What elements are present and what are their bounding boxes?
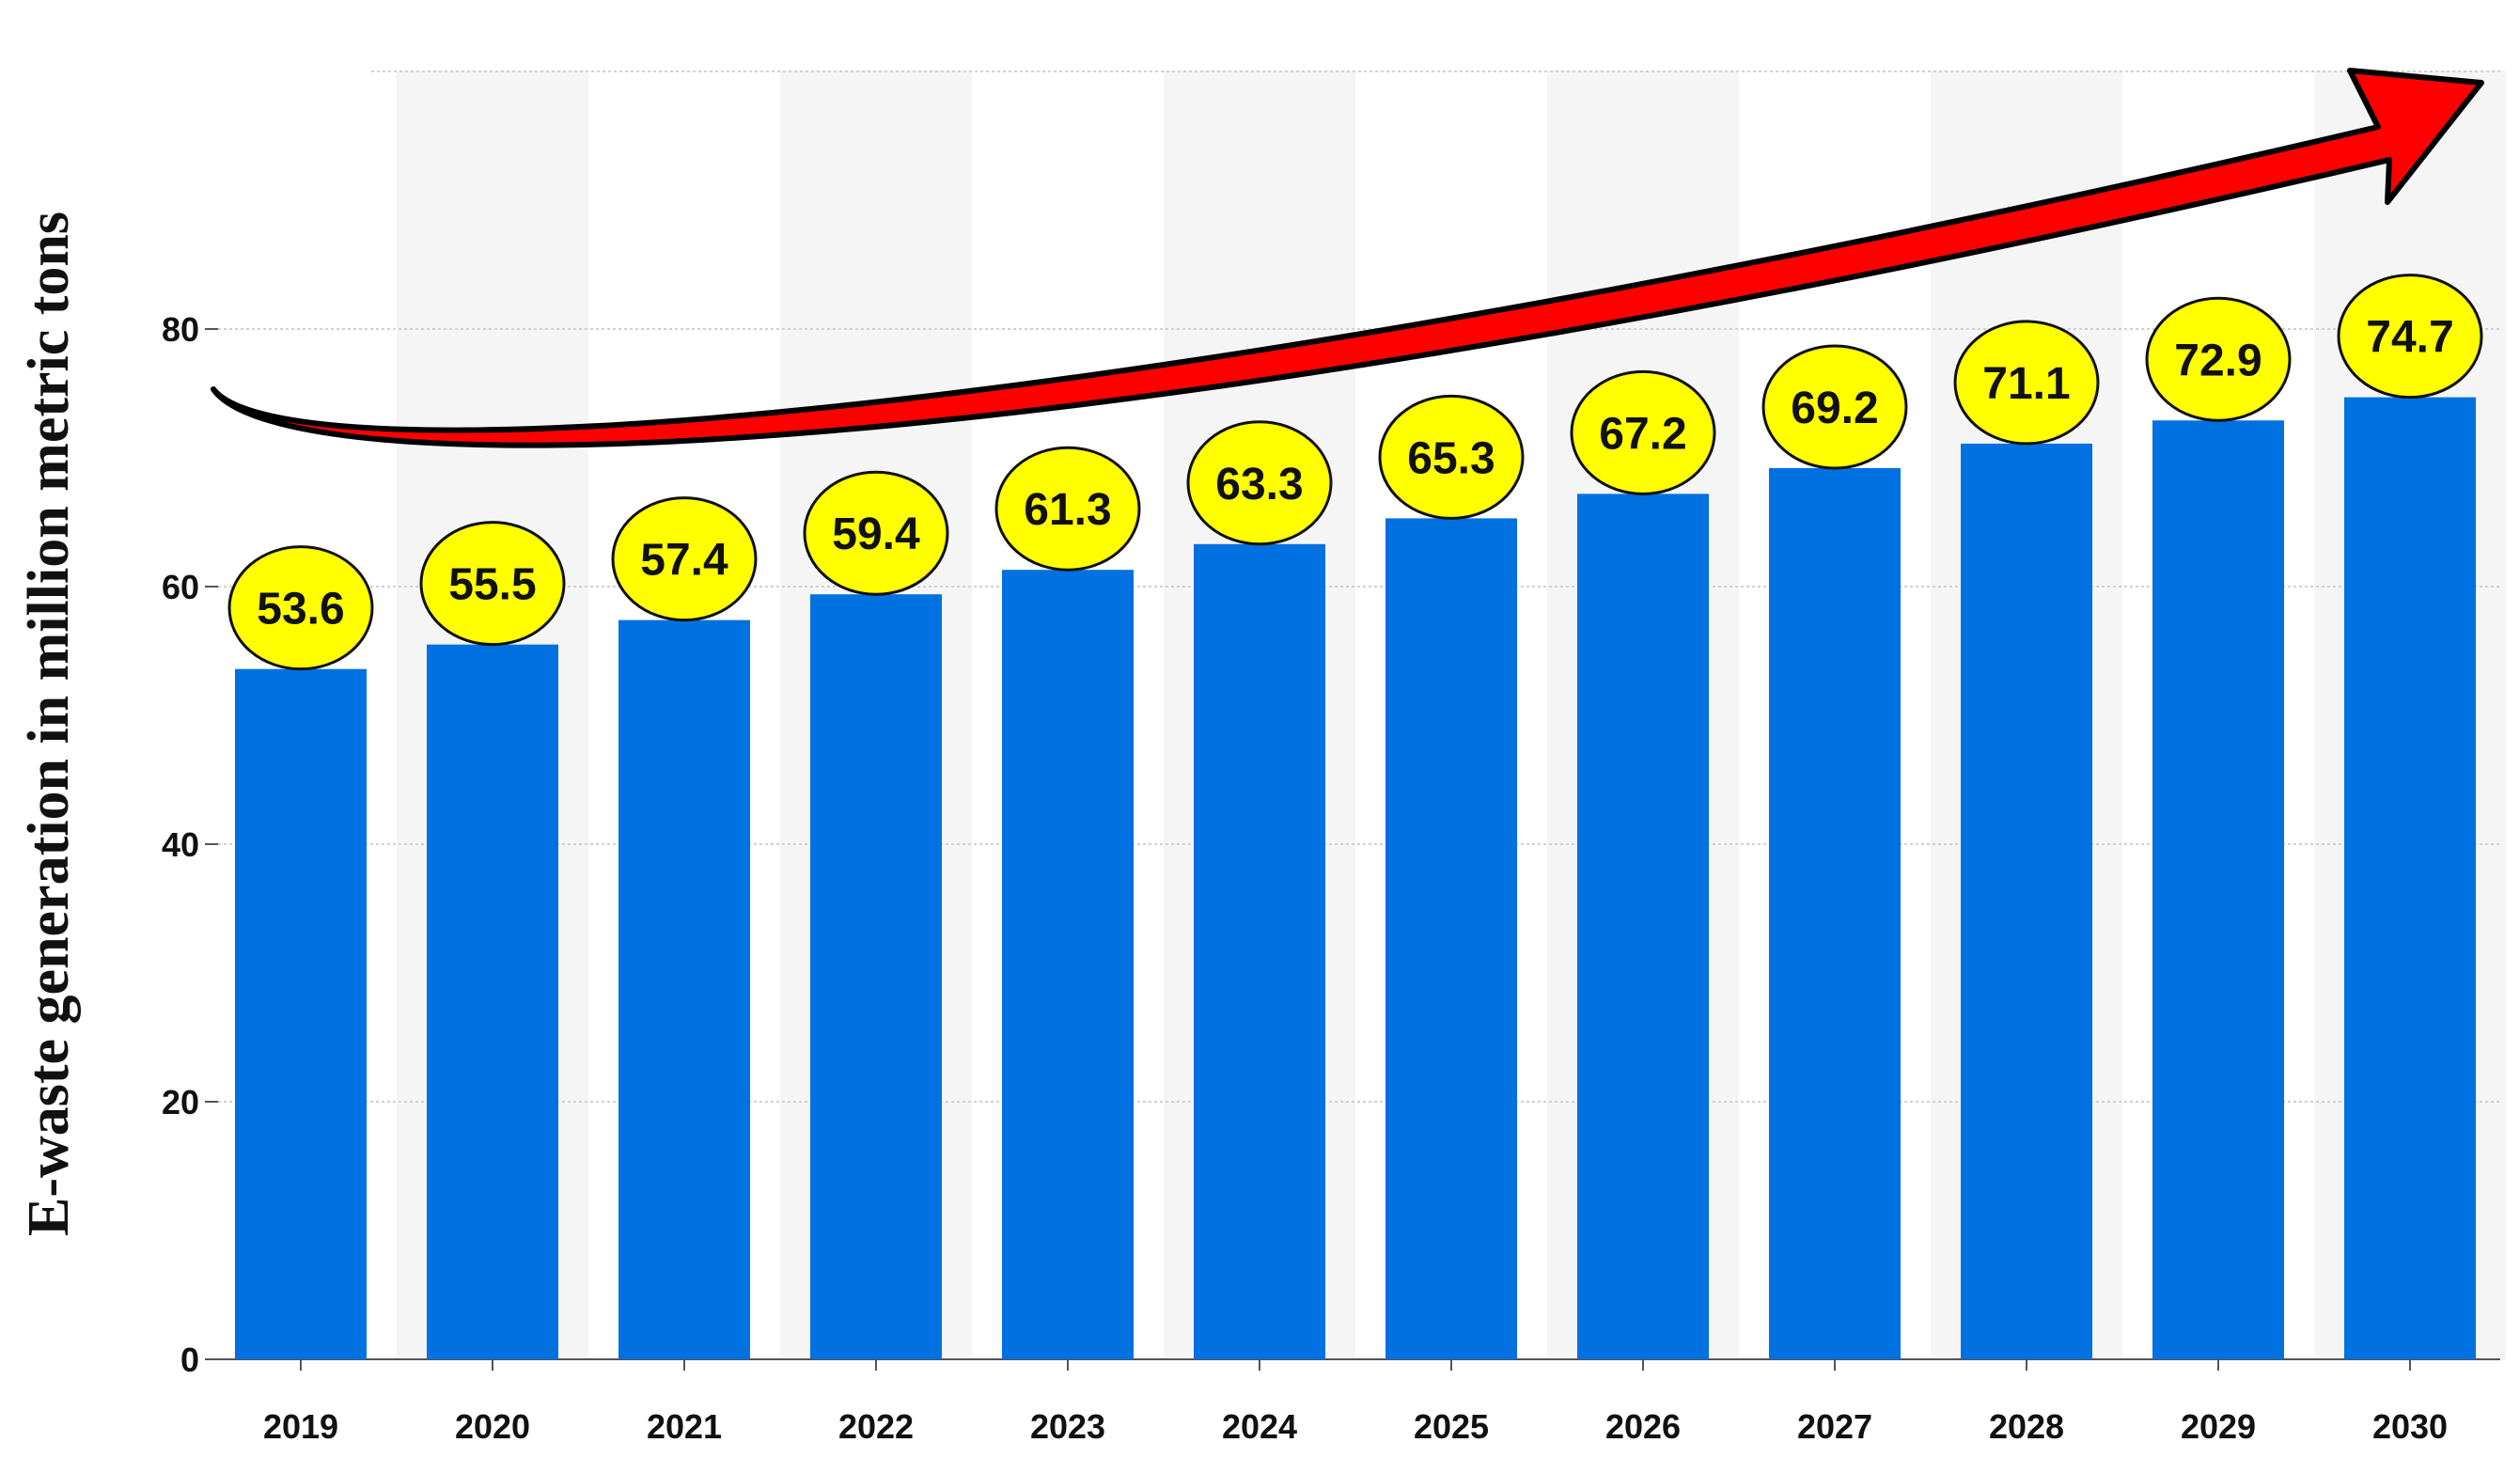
data-labels: 53.6 55.5 57.4 59.4 61.3 63.3 65.3 67.2 69.2 71.1… — [227, 274, 2483, 671]
y-axis-title: E-waste generation in million metric ton… — [17, 212, 81, 1236]
bar — [427, 644, 558, 1359]
data-label-bubble — [1186, 420, 1333, 546]
x-tick-label: 2027 — [1797, 1407, 1872, 1446]
x-tick-label: 2028 — [1989, 1407, 2064, 1446]
bars — [235, 397, 2476, 1360]
x-tick-label: 2022 — [838, 1407, 914, 1446]
data-label-bubble — [994, 446, 1141, 572]
bar — [810, 594, 942, 1359]
bar — [1194, 543, 1325, 1359]
y-tick-label: 60 — [162, 568, 199, 606]
data-label: 72.9 — [2174, 336, 2262, 385]
data-label-bubble — [2337, 274, 2483, 400]
data-label: 55.5 — [448, 560, 536, 610]
data-label: 59.4 — [832, 510, 920, 559]
x-tick-label: 2020 — [455, 1407, 530, 1446]
data-label-bubble — [1953, 320, 2100, 446]
x-tick-label: 2019 — [263, 1407, 338, 1446]
y-tick-label: 20 — [162, 1083, 199, 1121]
bar — [2344, 397, 2476, 1359]
data-label-bubble — [1378, 394, 1525, 520]
y-tick-label: 40 — [162, 825, 199, 864]
data-label-bubble — [419, 521, 566, 647]
x-tick-label: 2023 — [1030, 1407, 1105, 1446]
data-label-bubble — [611, 496, 758, 622]
x-tick-label: 2030 — [2372, 1407, 2448, 1446]
x-tick-label: 2024 — [1222, 1407, 1297, 1446]
bar — [1002, 570, 1134, 1359]
data-label: 63.3 — [1215, 460, 1303, 510]
data-label: 71.1 — [1982, 359, 2070, 409]
y-axis-ticks: 0 20 40 60 80 — [162, 310, 218, 1379]
x-axis-ticks: 2019 2020 2021 2022 2023 2024 2025 2026 2027 2028… — [263, 1359, 2448, 1446]
data-label-bubble — [227, 545, 374, 671]
y-tick-label: 0 — [180, 1341, 199, 1379]
bar — [618, 619, 750, 1359]
data-label-bubble — [2145, 296, 2292, 422]
x-tick-label: 2021 — [647, 1407, 722, 1446]
bar — [235, 668, 367, 1359]
bar — [1769, 467, 1901, 1360]
data-label: 67.2 — [1599, 409, 1686, 459]
data-label: 53.6 — [257, 585, 344, 635]
x-tick-label: 2026 — [1605, 1407, 1681, 1446]
x-tick-label: 2025 — [1414, 1407, 1489, 1446]
data-label-bubble — [1761, 344, 1908, 470]
data-label: 57.4 — [640, 536, 728, 586]
data-label-bubble — [1570, 369, 1716, 495]
bar — [1385, 518, 1517, 1359]
trend-arrow — [211, 68, 2484, 448]
bar — [1961, 443, 2092, 1359]
data-label: 65.3 — [1407, 433, 1495, 483]
data-label: 61.3 — [1024, 485, 1111, 535]
y-tick-label: 80 — [162, 310, 199, 349]
data-label-bubble — [803, 470, 949, 596]
data-label: 69.2 — [1791, 384, 1878, 433]
bar — [1577, 494, 1709, 1359]
x-tick-label: 2029 — [2181, 1407, 2256, 1446]
data-label: 74.7 — [2366, 313, 2453, 363]
trend-arrow-group — [211, 68, 2484, 448]
bar — [2152, 420, 2284, 1359]
gridlines — [218, 71, 2500, 1360]
